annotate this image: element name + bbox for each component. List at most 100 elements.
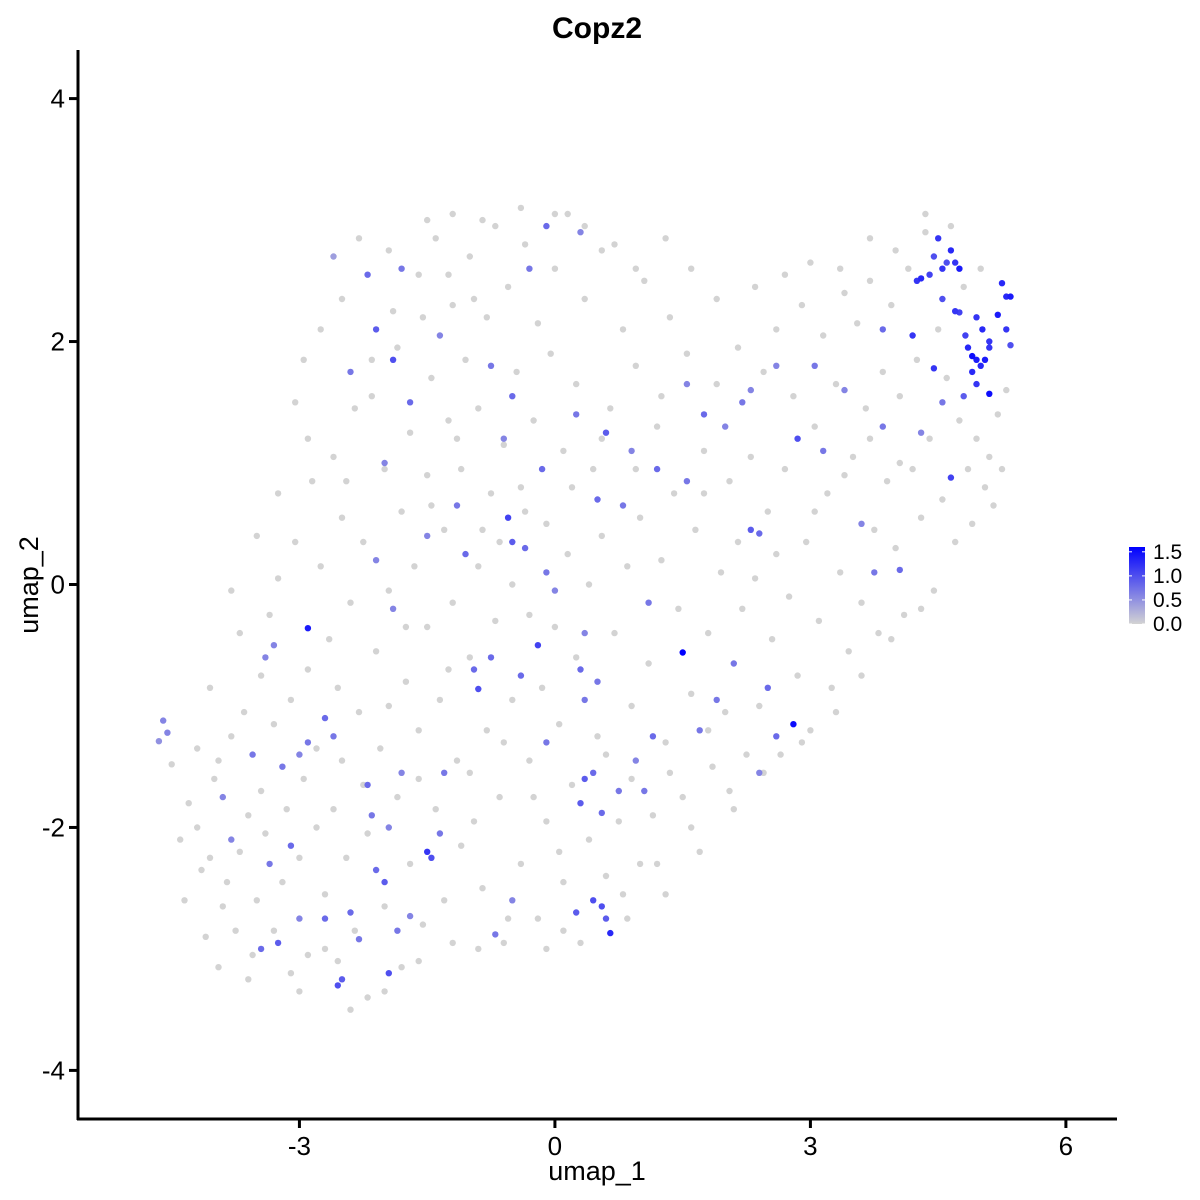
data-point — [607, 929, 614, 937]
data-point — [274, 575, 282, 582]
data-point — [645, 599, 652, 606]
y-tick-label: 4 — [51, 84, 65, 114]
data-point — [653, 465, 661, 473]
data-point — [730, 660, 737, 667]
data-point — [688, 265, 695, 272]
data-point — [466, 253, 473, 260]
data-point — [905, 265, 912, 272]
data-point — [734, 538, 742, 546]
data-point — [445, 417, 452, 424]
data-point — [406, 912, 414, 920]
data-point — [530, 793, 537, 801]
data-point — [747, 526, 754, 533]
data-point — [411, 563, 418, 570]
data-point — [534, 642, 542, 649]
data-point — [990, 502, 997, 509]
data-point — [334, 684, 341, 691]
data-point — [556, 721, 563, 728]
data-point — [206, 684, 214, 691]
data-point — [543, 739, 550, 746]
data-point — [1003, 326, 1010, 333]
data-point — [956, 265, 963, 272]
data-point — [475, 563, 482, 570]
data-point — [509, 538, 516, 546]
data-point — [696, 848, 703, 855]
data-point — [722, 423, 729, 430]
data-point — [666, 769, 674, 776]
data-point — [458, 842, 465, 849]
data-point — [381, 903, 388, 910]
data-point — [960, 393, 967, 400]
data-point — [441, 897, 448, 904]
data-point — [879, 423, 886, 430]
data-point — [973, 356, 980, 363]
data-point — [879, 326, 886, 333]
data-point — [607, 405, 614, 412]
data-point — [513, 368, 520, 376]
data-point — [253, 532, 260, 540]
data-point — [406, 399, 414, 406]
data-point — [398, 265, 405, 272]
data-point — [632, 265, 639, 272]
data-point — [1007, 342, 1014, 349]
data-point — [943, 374, 950, 382]
data-point — [939, 496, 946, 503]
data-point — [228, 836, 235, 843]
data-point — [598, 809, 605, 817]
data-point — [692, 526, 699, 533]
data-point — [543, 945, 550, 953]
data-point — [939, 265, 946, 272]
data-point — [602, 915, 610, 922]
data-point — [530, 417, 537, 424]
data-point — [585, 581, 593, 588]
data-point — [364, 830, 371, 837]
data-point — [756, 769, 763, 776]
data-point — [986, 453, 993, 461]
data-point — [521, 544, 529, 552]
data-point — [377, 745, 384, 752]
data-point — [406, 860, 414, 868]
data-point — [445, 271, 452, 278]
data-point — [368, 812, 375, 819]
data-point — [798, 301, 806, 309]
data-point — [547, 350, 554, 357]
data-point — [751, 575, 759, 582]
data-point — [577, 229, 584, 236]
data-point — [909, 465, 916, 473]
data-point — [979, 326, 986, 333]
data-point — [705, 727, 712, 734]
data-point — [274, 939, 282, 947]
data-point — [560, 878, 567, 886]
data-point — [960, 283, 967, 291]
data-point — [598, 247, 605, 254]
data-point — [573, 909, 580, 916]
data-point — [666, 314, 674, 321]
data-point — [194, 745, 201, 752]
legend-tick-label: 0.5 — [1153, 589, 1182, 612]
data-point — [649, 733, 657, 740]
data-point — [223, 878, 231, 886]
data-point — [364, 994, 371, 1001]
data-point — [964, 344, 972, 351]
data-point — [598, 903, 605, 910]
data-point — [773, 733, 780, 740]
data-point — [551, 265, 559, 272]
data-point — [739, 399, 746, 406]
data-point — [628, 702, 635, 710]
data-point — [470, 666, 478, 673]
y-axis-ticks: -4 -2 0 2 4 — [42, 84, 78, 1085]
data-point — [866, 235, 874, 242]
data-point — [952, 308, 959, 315]
x-axis-ticks: -3 0 3 6 — [288, 1119, 1073, 1161]
data-point — [517, 672, 525, 679]
data-point — [977, 265, 984, 272]
data-point — [372, 866, 380, 874]
data-point — [794, 672, 801, 679]
data-point — [977, 362, 984, 369]
data-point — [526, 265, 533, 272]
data-point — [492, 617, 499, 625]
data-point — [551, 210, 559, 218]
data-point — [675, 605, 682, 612]
data-point — [364, 781, 371, 789]
data-point — [964, 465, 972, 473]
